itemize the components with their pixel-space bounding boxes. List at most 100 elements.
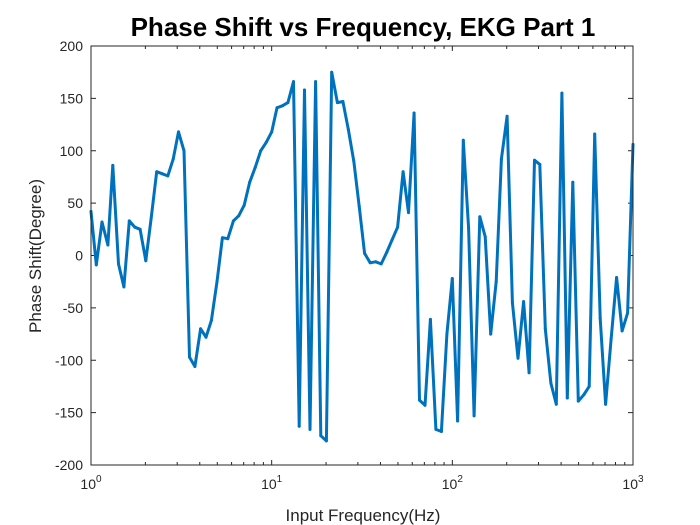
data-point (237, 214, 241, 218)
data-point (615, 276, 619, 279)
data-point (418, 398, 421, 402)
data-point (565, 396, 569, 400)
data-point (450, 277, 454, 280)
y-tick-label: 100 (60, 143, 84, 159)
y-tick-label: 150 (60, 90, 84, 106)
data-point (396, 225, 400, 229)
data-point (571, 180, 575, 184)
data-point (428, 317, 432, 321)
x-tick-label: 103 (622, 474, 644, 492)
data-point (127, 219, 131, 223)
data-point (626, 311, 630, 315)
data-point (549, 381, 553, 385)
data-point (554, 402, 558, 406)
data-point (434, 427, 438, 431)
data-point (598, 316, 602, 320)
data-point (461, 138, 465, 142)
data-point (215, 280, 219, 284)
data-point (494, 280, 498, 284)
data-point (314, 80, 318, 84)
data-point (423, 403, 427, 407)
data-point (199, 327, 203, 331)
data-point (401, 170, 405, 174)
data-point (193, 365, 197, 368)
y-tick-label: -100 (55, 352, 83, 368)
data-point (522, 300, 526, 304)
y-axis: -200 -150 -100 -50 0 50 100 150 200 (55, 38, 633, 473)
x-tick-label: 101 (261, 474, 283, 492)
data-point (122, 285, 126, 289)
series-line (89, 70, 635, 443)
plot-area (91, 46, 633, 465)
data-point (593, 132, 597, 136)
data-point (407, 211, 410, 215)
x-axis: 100 101 102 103 (80, 46, 644, 492)
data-point (319, 434, 323, 438)
data-point (270, 130, 274, 134)
data-point (253, 166, 257, 169)
data-point (489, 332, 493, 336)
data-point (155, 170, 159, 174)
y-tick-label: -50 (63, 300, 83, 316)
data-point (171, 157, 175, 161)
data-point (149, 217, 153, 221)
data-point (330, 70, 334, 74)
y-tick-label: 50 (67, 195, 83, 211)
data-point (456, 419, 460, 423)
data-point (133, 225, 137, 229)
data-point (182, 149, 186, 153)
data-point (226, 237, 230, 241)
data-point (472, 414, 476, 418)
data-point (209, 318, 213, 322)
data-point (117, 262, 120, 266)
plot-frame (90, 45, 634, 466)
data-point (144, 259, 148, 263)
data-point (303, 88, 306, 92)
data-point (467, 226, 471, 230)
data-point (308, 427, 312, 431)
data-point (499, 157, 503, 161)
data-point (324, 439, 328, 443)
data-point (281, 104, 285, 108)
data-point (478, 215, 482, 219)
data-point (582, 393, 586, 397)
data-point (204, 335, 208, 339)
data-point (374, 260, 378, 264)
chart-title: Phase Shift vs Frequency, EKG Part 1 (131, 12, 596, 42)
data-point (286, 101, 290, 105)
y-tick-label: 200 (60, 38, 84, 54)
data-point (231, 219, 235, 223)
y-tick-label: 0 (75, 248, 83, 264)
data-point (106, 243, 110, 247)
data-point (587, 384, 591, 388)
data-point (412, 111, 416, 115)
data-point (248, 180, 252, 184)
data-point (483, 235, 487, 239)
data-point (576, 399, 580, 403)
data-point (177, 130, 180, 134)
data-point (516, 356, 520, 360)
data-point (335, 101, 339, 105)
data-point (538, 162, 542, 166)
data-point (352, 159, 356, 163)
data-point (166, 174, 170, 178)
data-point (560, 91, 564, 95)
y-axis-label: Phase Shift(Degree) (26, 179, 45, 333)
data-point (533, 158, 536, 162)
x-axis-label: Input Frequency(Hz) (286, 506, 441, 525)
data-point (346, 128, 350, 132)
data-point (368, 261, 372, 265)
data-point (188, 355, 191, 359)
data-point (94, 263, 98, 267)
x-tick-label: 102 (442, 474, 464, 492)
data-point (505, 114, 509, 118)
data-points (89, 70, 635, 443)
data-point (242, 203, 246, 207)
data-point (543, 327, 547, 331)
data-point (357, 204, 361, 208)
data-point (390, 238, 394, 242)
data-point (609, 337, 613, 341)
data-point (220, 236, 224, 240)
x-tick-label: 100 (80, 474, 102, 492)
